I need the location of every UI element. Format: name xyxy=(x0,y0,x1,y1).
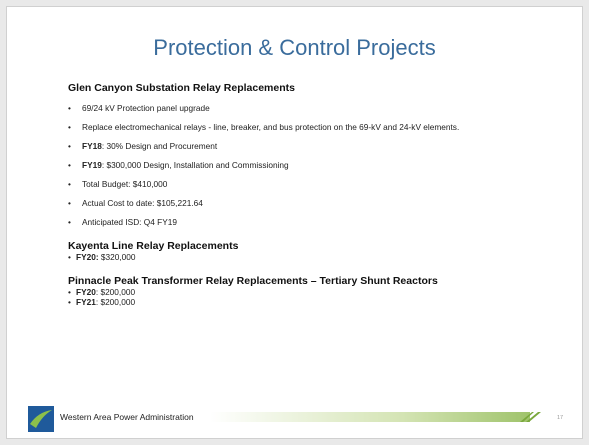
bullet-item: Total Budget: $410,000 xyxy=(68,179,528,189)
bullet-text: Anticipated ISD: Q4 FY19 xyxy=(82,217,178,227)
bullet-lead: FY21 xyxy=(76,297,96,307)
bullet-item: 69/24 kV Protection panel upgrade xyxy=(68,103,528,113)
bullet-item: FY20: $320,000 xyxy=(68,252,528,262)
bullet-lead: FY18 xyxy=(82,141,102,151)
bullet-list: FY20: $320,000 xyxy=(68,252,528,262)
footer-org: Western Area Power Administration xyxy=(60,412,194,422)
bullet-lead: FY19 xyxy=(82,160,102,170)
bullet-item: Anticipated ISD: Q4 FY19 xyxy=(68,217,528,227)
bullet-item: Actual Cost to date: $105,221.64 xyxy=(68,198,528,208)
section-heading: Pinnacle Peak Transformer Relay Replacem… xyxy=(68,275,438,287)
bullet-text: Replace electromechanical relays - line,… xyxy=(82,122,460,132)
bullet-item: FY21: $200,000 xyxy=(68,297,528,307)
section: Glen Canyon Substation Relay Replacement… xyxy=(68,82,528,227)
bullet-text: Total Budget: $410,000 xyxy=(82,179,168,189)
bullet-text: : $300,000 Design, Installation and Comm… xyxy=(101,160,289,170)
logo-mark xyxy=(30,410,52,428)
bullet-text: $320,000 xyxy=(98,252,136,262)
bullet-text: 69/24 kV Protection panel upgrade xyxy=(82,103,210,113)
bullet-list: FY20: $200,000FY21: $200,000 xyxy=(68,287,528,307)
section: Pinnacle Peak Transformer Relay Replacem… xyxy=(68,275,528,307)
section-heading: Kayenta Line Relay Replacements xyxy=(68,240,239,252)
bullet-item: FY18: 30% Design and Procurement xyxy=(68,141,528,151)
bullet-text: : $200,000 xyxy=(95,287,136,297)
footer-stripes xyxy=(520,412,541,422)
bullet-lead: FY20 xyxy=(76,287,96,297)
bullet-lead: FY20: xyxy=(76,252,99,262)
page-number: 17 xyxy=(557,415,564,421)
bullet-list: 69/24 kV Protection panel upgrade Replace… xyxy=(68,103,528,227)
section-heading: Glen Canyon Substation Relay Replacement… xyxy=(68,82,295,94)
bullet-item: FY19: $300,000 Design, Installation and … xyxy=(68,160,528,170)
content: Glen Canyon Substation Relay Replacement… xyxy=(68,82,528,320)
bullet-item: FY20: $200,000 xyxy=(68,287,528,297)
bullet-text: Actual Cost to date: $105,221.64 xyxy=(82,198,203,208)
bullet-item: Replace electromechanical relays - line,… xyxy=(68,122,528,132)
section: Kayenta Line Relay ReplacementsFY20: $32… xyxy=(68,240,528,262)
bullet-text: : 30% Design and Procurement xyxy=(101,141,218,151)
slide-title: Protection & Control Projects xyxy=(153,35,436,60)
footer-bar xyxy=(210,412,530,422)
bullet-text: : $200,000 xyxy=(95,297,136,307)
